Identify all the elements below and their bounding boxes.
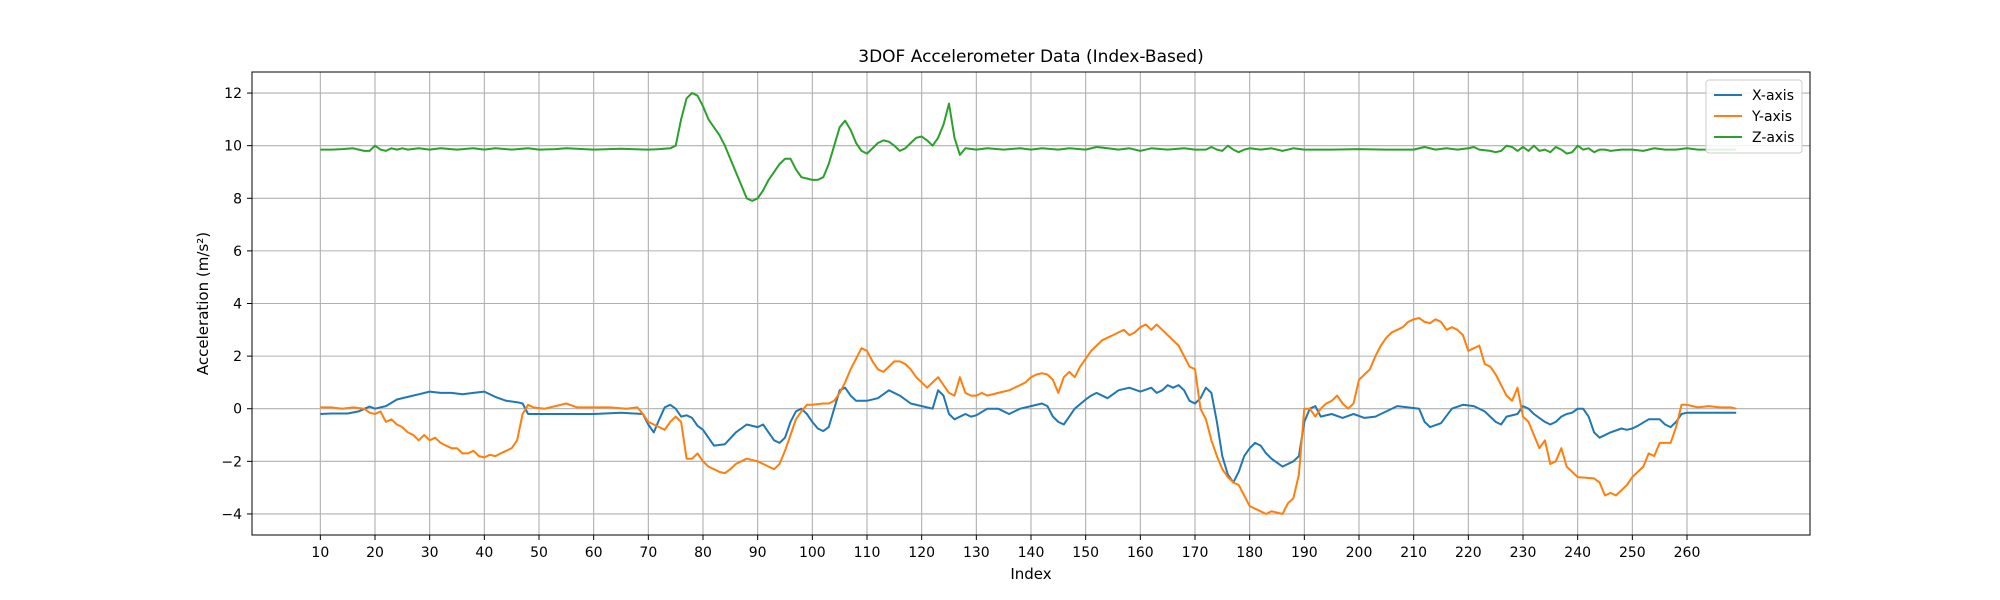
x-tick-label: 250 <box>1619 545 1646 561</box>
x-tick-label: 90 <box>749 545 767 561</box>
x-tick-label: 120 <box>908 545 935 561</box>
x-tick-label: 230 <box>1510 545 1537 561</box>
x-tick-label: 30 <box>421 545 439 561</box>
y-tick-label: 8 <box>233 191 242 207</box>
x-tick-label: 70 <box>639 545 657 561</box>
x-tick-label: 140 <box>1018 545 1045 561</box>
x-tick-label: 170 <box>1182 545 1209 561</box>
y-tick-label: 12 <box>224 86 242 102</box>
x-tick-label: 150 <box>1072 545 1099 561</box>
y-tick-label: 0 <box>233 402 242 418</box>
series-line-x-axis <box>320 384 1737 484</box>
x-tick-label: 80 <box>694 545 712 561</box>
x-tick-label: 200 <box>1346 545 1373 561</box>
x-tick-label: 110 <box>854 545 881 561</box>
y-tick-label: 4 <box>233 297 242 313</box>
y-tick-label: 2 <box>233 349 242 365</box>
y-tick-label: −4 <box>221 507 242 523</box>
series-line-y-axis <box>320 317 1737 515</box>
x-tick-label: 60 <box>585 545 603 561</box>
x-tick-label: 50 <box>530 545 548 561</box>
x-tick-label: 260 <box>1674 545 1701 561</box>
series-lines <box>320 92 1737 515</box>
x-tick-label: 20 <box>366 545 384 561</box>
chart-title: 3DOF Accelerometer Data (Index-Based) <box>858 47 1203 67</box>
x-tick-label: 180 <box>1236 545 1263 561</box>
x-tick-label: 10 <box>311 545 329 561</box>
legend-box <box>1705 79 1803 154</box>
legend-label: X-axis <box>1752 88 1794 104</box>
legend-label: Z-axis <box>1752 130 1794 146</box>
y-tick-label: 6 <box>233 244 242 260</box>
legend: X-axis Y-axis Z-axis <box>1705 79 1803 154</box>
series-line-z-axis <box>320 92 1737 202</box>
x-tick-label: 130 <box>963 545 990 561</box>
y-tick-label: −2 <box>221 454 242 470</box>
x-tick-label: 160 <box>1127 545 1154 561</box>
x-tick-label: 40 <box>475 545 493 561</box>
x-tick-label: 100 <box>799 545 826 561</box>
legend-label: Y-axis <box>1751 109 1792 125</box>
x-tick-label: 210 <box>1400 545 1427 561</box>
y-tick-label: 10 <box>224 139 242 155</box>
x-tick-label: 240 <box>1564 545 1591 561</box>
x-tick-label: 220 <box>1455 545 1482 561</box>
x-axis-title: Index <box>1010 565 1051 583</box>
x-tick-label: 190 <box>1291 545 1318 561</box>
axis-ticks: 10 20 30 40 50 60 70 80 90 100 110 120 130 140 150 160 1… <box>221 86 1700 561</box>
y-axis-title: Acceleration (m/s²) <box>194 232 212 375</box>
